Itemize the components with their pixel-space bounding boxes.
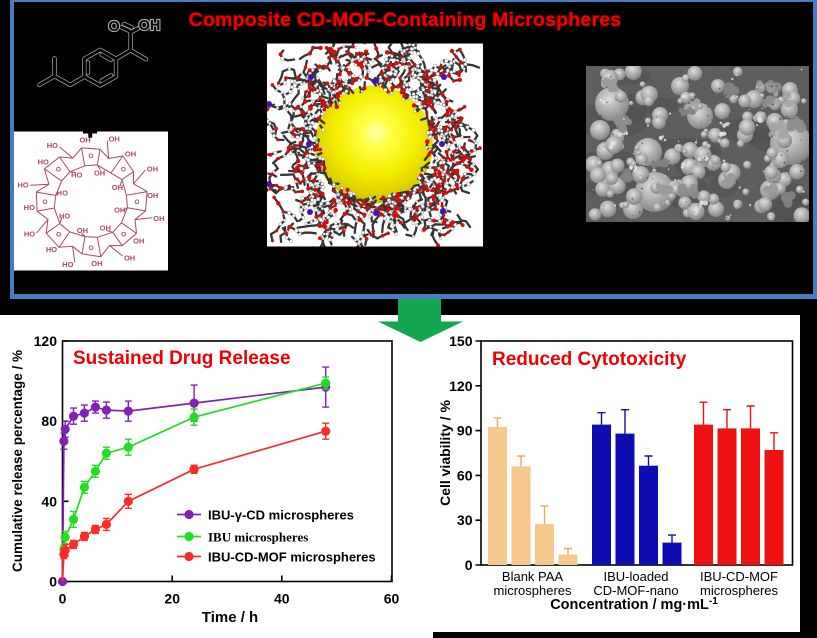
svg-text:0: 0 <box>59 591 67 607</box>
svg-text:OH: OH <box>79 135 90 144</box>
svg-text:HO: HO <box>57 189 68 198</box>
svg-text:20: 20 <box>164 591 180 607</box>
svg-text:HO: HO <box>46 245 57 254</box>
svg-text:Sustained Drug Release: Sustained Drug Release <box>73 348 291 369</box>
svg-text:OH: OH <box>133 237 144 246</box>
svg-text:O: O <box>88 153 93 160</box>
svg-text:OH: OH <box>77 226 88 235</box>
svg-text:OH: OH <box>109 134 120 143</box>
svg-text:Reduced Cytotoxicity: Reduced Cytotoxicity <box>492 349 687 370</box>
svg-text:Cumulative release percentage: Cumulative release percentage / % <box>10 350 25 572</box>
svg-text:O: O <box>42 199 47 206</box>
svg-text:OH: OH <box>124 253 135 262</box>
svg-text:OH: OH <box>147 191 158 200</box>
svg-text:O: O <box>56 232 61 239</box>
svg-text:OH: OH <box>147 165 158 174</box>
svg-text:Blank PAA: Blank PAA <box>502 569 564 584</box>
svg-text:HO: HO <box>47 141 58 150</box>
svg-text:HO: HO <box>59 211 70 220</box>
svg-text:IBU-CD-MOF microspheres: IBU-CD-MOF microspheres <box>208 550 376 565</box>
svg-text:O: O <box>89 245 94 252</box>
svg-text:OH: OH <box>125 149 136 158</box>
svg-text:OH: OH <box>91 259 102 268</box>
svg-text:HO: HO <box>71 171 82 180</box>
svg-text:O: O <box>56 167 61 174</box>
svg-text:120: 120 <box>34 333 58 349</box>
svg-text:90: 90 <box>457 423 473 439</box>
svg-text:80: 80 <box>41 413 57 429</box>
svg-text:O: O <box>121 167 126 174</box>
svg-text:Concentration / mg·mL-1: Concentration / mg·mL-1 <box>550 596 718 613</box>
svg-text:IBU-CD-MOF: IBU-CD-MOF <box>700 569 778 584</box>
svg-text:HO: HO <box>17 180 28 189</box>
svg-text:HO: HO <box>24 230 35 239</box>
svg-text:IBU-γ-CD microspheres: IBU-γ-CD microspheres <box>208 508 354 523</box>
svg-text:Time / h: Time / h <box>202 609 258 626</box>
svg-text:OH: OH <box>153 214 164 223</box>
svg-text:40: 40 <box>41 493 57 509</box>
svg-text:CD-MOF-nano: CD-MOF-nano <box>593 583 678 598</box>
svg-text:HO: HO <box>38 158 49 167</box>
svg-text:O: O <box>134 199 139 206</box>
svg-text:HO: HO <box>62 260 73 269</box>
svg-text:O: O <box>108 19 119 35</box>
svg-text:150: 150 <box>449 333 473 349</box>
svg-text:40: 40 <box>274 591 290 607</box>
svg-text:IBU microspheres: IBU microspheres <box>208 530 308 545</box>
svg-text:30: 30 <box>457 512 473 528</box>
svg-text:microspheres: microspheres <box>493 583 572 598</box>
svg-text:Cell viability / %: Cell viability / % <box>437 400 453 506</box>
svg-text:0: 0 <box>49 574 57 590</box>
svg-text:OH: OH <box>94 168 105 177</box>
svg-text:OH: OH <box>114 206 125 215</box>
svg-text:0: 0 <box>465 557 473 573</box>
svg-text:O: O <box>121 232 126 239</box>
svg-text:HO: HO <box>24 203 35 212</box>
svg-text:60: 60 <box>384 591 400 607</box>
svg-text:IBU-loaded: IBU-loaded <box>603 569 668 584</box>
svg-text:60: 60 <box>457 467 473 483</box>
svg-text:OH: OH <box>139 18 161 34</box>
svg-text:120: 120 <box>449 378 473 394</box>
svg-text:OH: OH <box>100 224 111 233</box>
svg-text:OH: OH <box>112 183 123 192</box>
